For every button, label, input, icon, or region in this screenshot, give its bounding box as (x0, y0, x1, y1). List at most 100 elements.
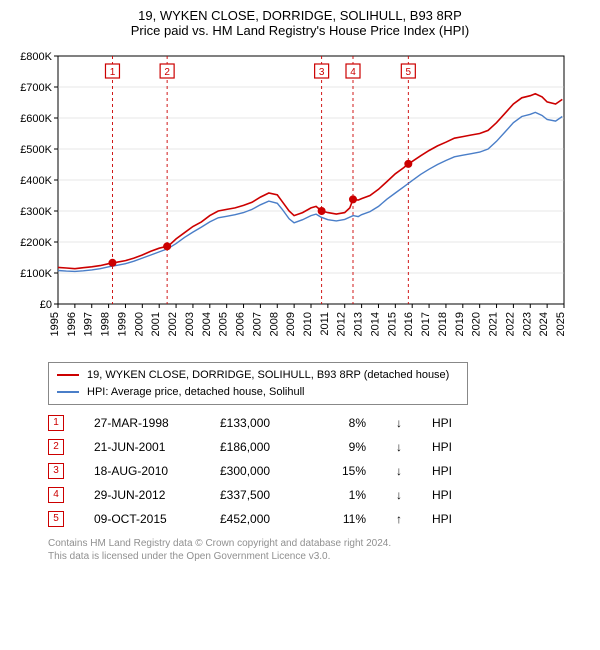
y-tick-label: £600K (20, 113, 52, 125)
sale-arrow-icon: ↓ (392, 411, 406, 435)
sale-pct: 8% (326, 411, 366, 435)
legend-label: 19, WYKEN CLOSE, DORRIDGE, SOLIHULL, B93… (87, 367, 449, 384)
sale-marker-num: 2 (164, 67, 170, 78)
x-tick-label: 2019 (454, 312, 466, 336)
x-tick-label: 2023 (521, 312, 533, 336)
sale-pct: 1% (326, 483, 366, 507)
sale-price: £133,000 (220, 411, 300, 435)
sale-price: £186,000 (220, 435, 300, 459)
title-address: 19, WYKEN CLOSE, DORRIDGE, SOLIHULL, B93… (10, 8, 590, 23)
sale-arrow-icon: ↓ (392, 483, 406, 507)
sales-table: 1 27-MAR-1998 £133,000 8% ↓ HPI 2 21-JUN-2001 £1… (48, 411, 584, 531)
chart-title-block: 19, WYKEN CLOSE, DORRIDGE, SOLIHULL, B93… (10, 8, 590, 38)
sale-hpi-label: HPI (432, 483, 462, 507)
sale-arrow-icon: ↓ (392, 435, 406, 459)
sale-dot (404, 160, 412, 168)
sale-price: £300,000 (220, 459, 300, 483)
sale-hpi-label: HPI (432, 435, 462, 459)
sale-date: 29-JUN-2012 (94, 483, 194, 507)
sale-date: 18-AUG-2010 (94, 459, 194, 483)
sale-dot (163, 242, 171, 250)
x-tick-label: 2009 (285, 312, 297, 336)
sale-row: 2 21-JUN-2001 £186,000 9% ↓ HPI (48, 435, 584, 459)
sale-marker-num: 1 (110, 67, 116, 78)
x-tick-label: 2013 (353, 312, 365, 336)
legend-row: HPI: Average price, detached house, Soli… (57, 384, 459, 401)
sale-index-box: 5 (48, 511, 64, 527)
sale-marker-num: 4 (350, 67, 356, 78)
x-tick-label: 2005 (218, 312, 230, 336)
sale-row: 1 27-MAR-1998 £133,000 8% ↓ HPI (48, 411, 584, 435)
x-tick-label: 2006 (235, 312, 247, 336)
sale-row: 4 29-JUN-2012 £337,500 1% ↓ HPI (48, 483, 584, 507)
sale-index-box: 3 (48, 463, 64, 479)
title-subtitle: Price paid vs. HM Land Registry's House … (10, 23, 590, 38)
sale-arrow-icon: ↓ (392, 459, 406, 483)
x-tick-label: 2001 (150, 312, 162, 336)
x-tick-label: 2024 (538, 312, 550, 336)
x-tick-label: 2002 (167, 312, 179, 336)
footer-attribution: Contains HM Land Registry data © Crown c… (48, 537, 584, 563)
x-tick-label: 2011 (319, 312, 331, 336)
y-tick-label: £400K (20, 175, 52, 187)
sale-hpi-label: HPI (432, 507, 462, 531)
legend-row: 19, WYKEN CLOSE, DORRIDGE, SOLIHULL, B93… (57, 367, 459, 384)
sale-index-box: 1 (48, 415, 64, 431)
x-tick-label: 1999 (116, 312, 128, 336)
x-tick-label: 2017 (420, 312, 432, 336)
x-tick-label: 2008 (268, 312, 280, 336)
footer-line2: This data is licensed under the Open Gov… (48, 550, 584, 563)
sale-price: £337,500 (220, 483, 300, 507)
y-tick-label: £100K (20, 268, 52, 280)
x-tick-label: 2003 (184, 312, 196, 336)
x-tick-label: 2016 (403, 312, 415, 336)
x-tick-label: 2015 (386, 312, 398, 336)
x-tick-label: 2025 (555, 312, 567, 336)
legend-label: HPI: Average price, detached house, Soli… (87, 384, 305, 401)
sale-pct: 9% (326, 435, 366, 459)
x-tick-label: 1998 (100, 312, 112, 336)
x-tick-label: 2012 (336, 312, 348, 336)
y-tick-label: £300K (20, 206, 52, 218)
sale-pct: 15% (326, 459, 366, 483)
sale-marker-num: 5 (406, 67, 412, 78)
y-tick-label: £0 (40, 299, 52, 311)
sale-hpi-label: HPI (432, 459, 462, 483)
y-tick-label: £700K (20, 82, 52, 94)
legend-swatch (57, 374, 79, 376)
x-tick-label: 2000 (133, 312, 145, 336)
y-tick-label: £200K (20, 237, 52, 249)
sale-dot (318, 207, 326, 215)
legend: 19, WYKEN CLOSE, DORRIDGE, SOLIHULL, B93… (48, 362, 468, 405)
x-tick-label: 2014 (369, 312, 381, 336)
x-tick-label: 2021 (488, 312, 500, 336)
x-tick-label: 2004 (201, 312, 213, 336)
x-tick-label: 1997 (83, 312, 95, 336)
chart-container: £0 £100K £200K £300K £400K £500K £600K £700K £80… (10, 44, 590, 354)
sale-dot (108, 259, 116, 267)
sale-index-box: 2 (48, 439, 64, 455)
x-tick-label: 2018 (437, 312, 449, 336)
y-tick-label: £800K (20, 51, 52, 63)
sale-dot (349, 195, 357, 203)
x-tick-label: 1995 (49, 312, 61, 336)
sale-price: £452,000 (220, 507, 300, 531)
sale-date: 21-JUN-2001 (94, 435, 194, 459)
y-tick-label: £500K (20, 144, 52, 156)
sale-pct: 11% (326, 507, 366, 531)
x-tick-label: 1996 (66, 312, 78, 336)
x-tick-label: 2022 (504, 312, 516, 336)
sale-row: 5 09-OCT-2015 £452,000 11% ↑ HPI (48, 507, 584, 531)
sale-date: 27-MAR-1998 (94, 411, 194, 435)
sale-index-box: 4 (48, 487, 64, 503)
sale-marker-num: 3 (319, 67, 325, 78)
x-tick-label: 2010 (302, 312, 314, 336)
footer-line1: Contains HM Land Registry data © Crown c… (48, 537, 584, 550)
sale-hpi-label: HPI (432, 411, 462, 435)
x-tick-label: 2020 (471, 312, 483, 336)
price-chart: £0 £100K £200K £300K £400K £500K £600K £700K £80… (10, 44, 570, 354)
sale-date: 09-OCT-2015 (94, 507, 194, 531)
legend-swatch (57, 391, 79, 393)
x-tick-label: 2007 (251, 312, 263, 336)
sale-arrow-icon: ↑ (392, 507, 406, 531)
